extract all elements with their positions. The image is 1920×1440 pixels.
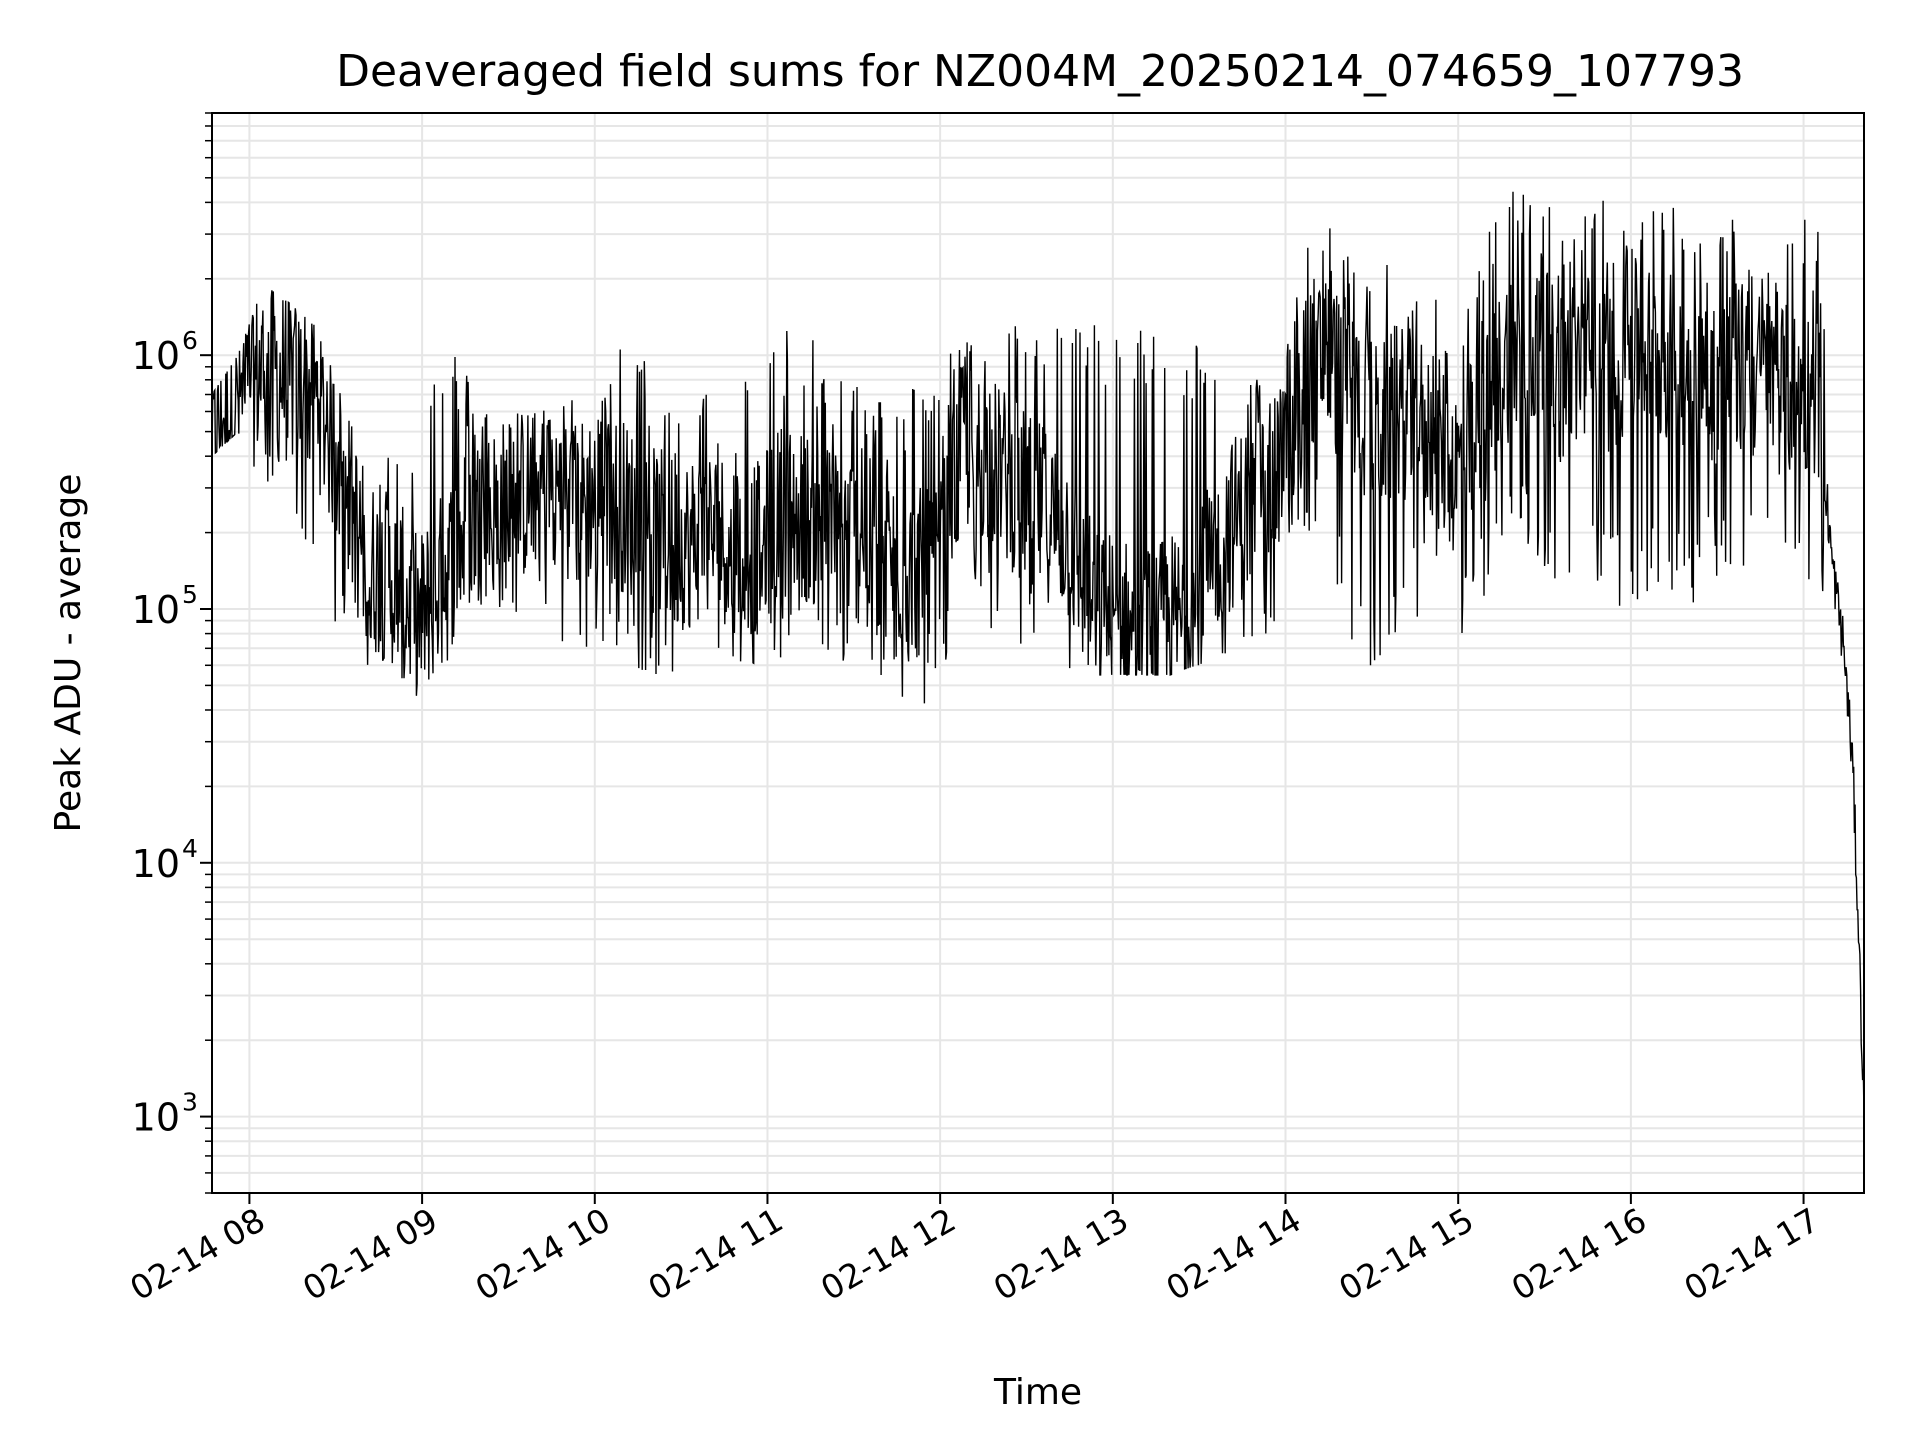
plot-frame <box>211 112 1865 1194</box>
y-tick-label: 10 <box>132 334 180 378</box>
plot-area <box>212 191 1864 1117</box>
y-tick-exponent: 4 <box>182 834 198 863</box>
x-axis-label: Time <box>993 1372 1082 1413</box>
y-tick-exponent: 5 <box>182 580 198 609</box>
y-axis-label: Peak ADU - average <box>48 474 89 833</box>
y-tick-exponent: 3 <box>182 1088 198 1117</box>
y-tick-label: 10 <box>132 842 180 886</box>
y-tick-label: 10 <box>132 588 180 632</box>
grid <box>212 112 1864 1194</box>
series-line <box>212 191 1864 1117</box>
y-tick-label: 10 <box>132 1096 180 1140</box>
chart-title: Deaveraged field sums for NZ004M_2025021… <box>336 46 1744 97</box>
y-tick-exponent: 6 <box>182 326 198 355</box>
